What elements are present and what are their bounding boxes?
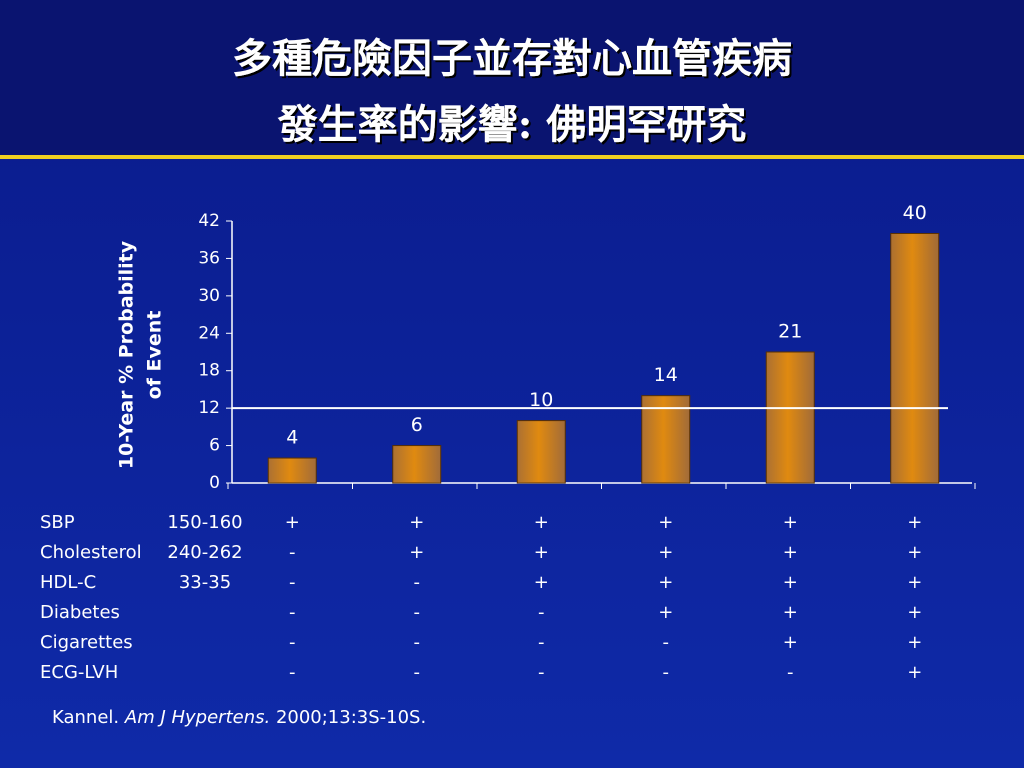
row-mark: + — [907, 662, 922, 683]
y-tick-label: 0 — [209, 473, 220, 493]
row-mark: - — [289, 632, 296, 653]
row-mark: - — [289, 602, 296, 623]
row-mark: + — [658, 572, 673, 593]
row-mark: + — [783, 572, 798, 593]
row-mark: + — [409, 542, 424, 563]
value-label: 40 — [903, 202, 927, 224]
title-band — [0, 0, 1024, 155]
y-tick-label: 6 — [209, 436, 220, 456]
row-mark: - — [414, 602, 421, 623]
value-label: 4 — [286, 427, 298, 449]
row-label: Cholesterol — [40, 542, 142, 563]
y-tick-label: 12 — [198, 398, 220, 418]
bar — [890, 232, 940, 484]
row-mark: + — [907, 512, 922, 533]
row-mark: + — [658, 512, 673, 533]
row-mark: + — [907, 632, 922, 653]
row-mark: - — [787, 662, 794, 683]
citation: Kannel. Am J Hypertens. 2000;13:3S-10S. — [52, 707, 426, 728]
y-axis-label: 10-Year % Probability — [116, 240, 138, 469]
row-mark: + — [907, 572, 922, 593]
row-mark: - — [289, 542, 296, 563]
y-tick-label: 30 — [198, 286, 220, 306]
value-label: 6 — [411, 414, 423, 436]
row-mark: + — [783, 512, 798, 533]
title-line: 發生率的影響: 佛明罕研究 — [277, 101, 747, 148]
bar — [641, 395, 691, 484]
row-mark: + — [658, 542, 673, 563]
value-label: 21 — [778, 321, 802, 343]
row-range: 240-262 — [167, 542, 242, 563]
row-label: SBP — [40, 512, 75, 533]
row-mark: + — [534, 572, 549, 593]
row-mark: + — [907, 542, 922, 563]
row-label: Diabetes — [40, 602, 120, 623]
bar — [765, 351, 815, 484]
row-mark: - — [538, 602, 545, 623]
row-mark: + — [409, 512, 424, 533]
citation-author: Kannel. — [52, 707, 119, 728]
title-rule — [0, 155, 1024, 159]
value-label: 10 — [529, 389, 553, 411]
row-mark: - — [289, 572, 296, 593]
row-label: HDL-C — [40, 572, 96, 593]
row-mark: + — [534, 512, 549, 533]
row-mark: + — [783, 632, 798, 653]
row-mark: - — [663, 632, 670, 653]
row-mark: + — [783, 542, 798, 563]
row-mark: + — [907, 602, 922, 623]
row-mark: + — [534, 542, 549, 563]
row-mark: + — [658, 602, 673, 623]
y-tick-label: 24 — [198, 323, 220, 343]
citation-journal: Am J Hypertens. — [124, 707, 270, 728]
row-range: 150-160 — [167, 512, 242, 533]
title-line: 多種危險因子並存對心血管疾病 — [232, 35, 792, 82]
row-mark: - — [289, 662, 296, 683]
bar — [392, 445, 442, 484]
y-tick-label: 36 — [198, 248, 220, 268]
bar — [516, 420, 566, 484]
y-tick-label: 42 — [198, 211, 220, 231]
row-range: 33-35 — [179, 572, 231, 593]
row-mark: - — [538, 632, 545, 653]
row-mark: - — [414, 662, 421, 683]
row-label: ECG-LVH — [40, 662, 118, 683]
row-mark: - — [663, 662, 670, 683]
y-tick-label: 18 — [198, 361, 220, 381]
row-mark: + — [285, 512, 300, 533]
row-mark: - — [414, 572, 421, 593]
row-mark: - — [414, 632, 421, 653]
row-label: Cigarettes — [40, 632, 133, 653]
row-mark: + — [783, 602, 798, 623]
bar — [267, 457, 317, 484]
y-axis-label: of Event — [144, 311, 166, 400]
value-label: 14 — [654, 364, 678, 386]
row-mark: - — [538, 662, 545, 683]
citation-ref: 2000;13:3S-10S. — [276, 707, 426, 728]
